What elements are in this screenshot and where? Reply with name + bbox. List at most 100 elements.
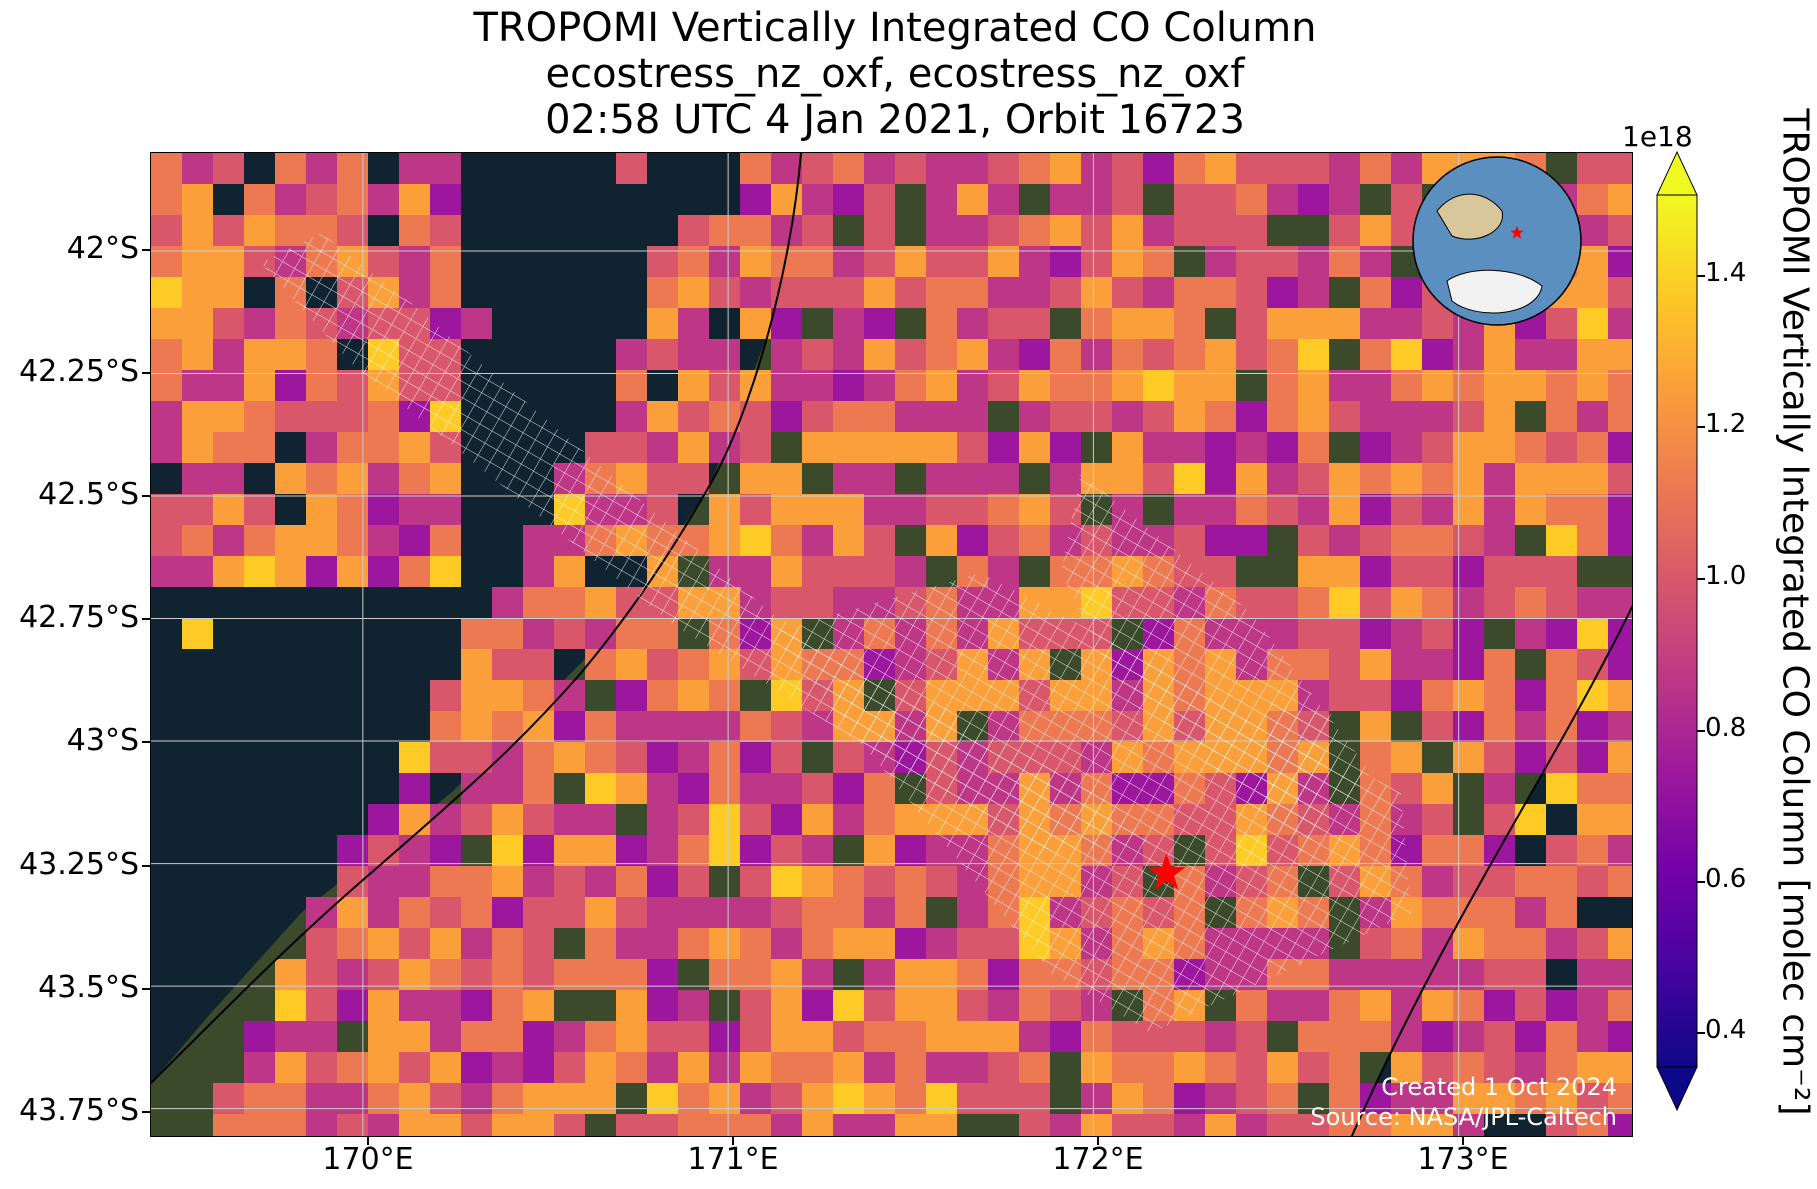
co-pixel — [1298, 184, 1329, 215]
co-pixel — [678, 990, 709, 1021]
co-pixel — [616, 1021, 647, 1052]
co-pixel — [864, 308, 895, 339]
co-pixel — [1577, 959, 1608, 990]
co-pixel — [213, 277, 244, 308]
co-pixel — [833, 401, 864, 432]
co-pixel — [616, 680, 647, 711]
co-pixel — [771, 866, 802, 897]
co-pixel — [523, 1052, 554, 1083]
co-pixel — [1205, 277, 1236, 308]
co-pixel — [1112, 308, 1143, 339]
co-pixel — [1484, 1052, 1515, 1083]
co-pixel — [1236, 1052, 1267, 1083]
co-pixel — [430, 804, 461, 835]
co-pixel — [1081, 370, 1112, 401]
co-pixel — [554, 618, 585, 649]
co-pixel — [492, 1114, 523, 1136]
co-pixel — [926, 277, 957, 308]
co-pixel — [1577, 1021, 1608, 1052]
co-pixel — [461, 1021, 492, 1052]
co-pixel — [554, 1052, 585, 1083]
co-pixel — [1360, 680, 1391, 711]
co-pixel — [554, 556, 585, 587]
co-pixel — [1608, 773, 1632, 804]
map-panel[interactable] — [150, 152, 1633, 1137]
co-pixel — [1329, 370, 1360, 401]
co-pixel — [1236, 184, 1267, 215]
co-pixel — [492, 866, 523, 897]
co-pixel — [678, 463, 709, 494]
co-pixel — [1391, 556, 1422, 587]
co-pixel — [275, 1083, 306, 1114]
co-pixel — [1515, 463, 1546, 494]
co-pixel — [1422, 525, 1453, 556]
co-pixel — [1484, 959, 1515, 990]
co-pixel — [740, 1114, 771, 1136]
chart-title-line-1: TROPOMI Vertically Integrated CO Column — [473, 5, 1317, 51]
co-pixel — [1453, 680, 1484, 711]
co-pixel — [523, 711, 554, 742]
co-pixel — [864, 370, 895, 401]
co-pixel — [957, 1021, 988, 1052]
co-pixel — [1112, 463, 1143, 494]
co-pixel — [709, 401, 740, 432]
co-pixel — [833, 494, 864, 525]
co-pixel — [1081, 215, 1112, 246]
co-pixel — [926, 215, 957, 246]
co-pixel — [1267, 587, 1298, 618]
co-pixel — [585, 959, 616, 990]
co-pixel — [1422, 804, 1453, 835]
co-pixel — [740, 184, 771, 215]
y-tickmark — [142, 249, 150, 251]
co-pixel — [1174, 184, 1205, 215]
co-pixel — [306, 525, 337, 556]
map-canvas[interactable] — [151, 153, 1633, 1137]
co-pixel — [430, 711, 461, 742]
target-star-marker — [1147, 853, 1186, 890]
co-pixel — [957, 494, 988, 525]
co-pixel — [1298, 990, 1329, 1021]
co-pixel — [244, 556, 275, 587]
co-pixel — [988, 339, 1019, 370]
co-pixel — [306, 959, 337, 990]
co-pixel — [1577, 153, 1608, 184]
co-pixel — [1205, 525, 1236, 556]
co-pixel — [1391, 525, 1422, 556]
co-pixel — [740, 463, 771, 494]
co-pixel — [647, 835, 678, 866]
co-pixel — [895, 494, 926, 525]
co-pixel — [182, 308, 213, 339]
co-pixel — [771, 990, 802, 1021]
co-pixel — [1608, 742, 1632, 773]
co-pixel — [1453, 990, 1484, 1021]
co-pixel — [182, 277, 213, 308]
co-pixel — [647, 897, 678, 928]
co-pixel — [616, 1114, 647, 1136]
co-pixel — [1577, 494, 1608, 525]
co-pixel — [771, 370, 802, 401]
co-pixel — [1081, 1021, 1112, 1052]
co-pixel — [151, 432, 182, 463]
co-pixel — [1546, 587, 1577, 618]
co-pixel — [182, 339, 213, 370]
co-pixel — [244, 215, 275, 246]
co-pixel — [554, 711, 585, 742]
co-pixel — [1329, 215, 1360, 246]
co-pixel — [1236, 153, 1267, 184]
co-pixel — [585, 1083, 616, 1114]
co-pixel — [709, 773, 740, 804]
co-pixel — [1391, 587, 1422, 618]
co-pixel — [1205, 494, 1236, 525]
co-pixel — [399, 1083, 430, 1114]
co-pixel — [740, 959, 771, 990]
co-pixel — [1577, 711, 1608, 742]
co-pixel — [864, 463, 895, 494]
co-pixel — [1143, 370, 1174, 401]
co-pixel — [1298, 370, 1329, 401]
co-pixel — [399, 525, 430, 556]
co-pixel — [275, 1052, 306, 1083]
colorbar-label: TROPOMI Vertically Integrated CO Column … — [1774, 108, 1816, 1116]
co-pixel — [1391, 1114, 1422, 1136]
co-pixel — [1422, 773, 1453, 804]
co-pixel — [1205, 1021, 1236, 1052]
